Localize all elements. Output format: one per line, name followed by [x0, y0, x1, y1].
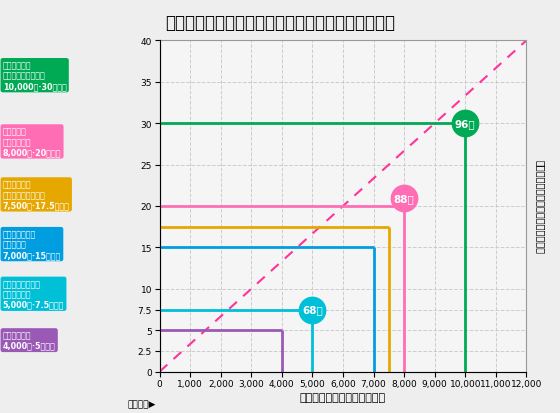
Text: メタボリック
シンドロームの予防
10,000歩·30分以上: メタボリック シンドロームの予防 10,000歩·30分以上 — [3, 61, 67, 91]
Text: うつ病の予防
4,000歩·5分以上: うつ病の予防 4,000歩·5分以上 — [3, 331, 55, 350]
X-axis label: １年間の平均歩数（歩／日）: １年間の平均歩数（歩／日） — [300, 392, 386, 402]
Text: 骨粗しょう症・
がんの予防
7,000歩·15分以上: 骨粗しょう症・ がんの予防 7,000歩·15分以上 — [3, 230, 61, 259]
Text: 認知症・心疾患・
脳卒中の予防
5,000歩·7.5分以上: 認知症・心疾患・ 脳卒中の予防 5,000歩·7.5分以上 — [3, 279, 64, 309]
Text: ロコモティブ
シンドロームの予防
7,500歩·17.5分以上: ロコモティブ シンドロームの予防 7,500歩·17.5分以上 — [3, 180, 69, 210]
Text: 96点: 96点 — [455, 119, 475, 129]
Text: 中之条研究のデータから得られた病気の予防ライン: 中之条研究のデータから得られた病気の予防ライン — [165, 14, 395, 32]
Text: 68点: 68点 — [302, 305, 323, 315]
Y-axis label: １年間の平均速歩き時間（分／日）: １年間の平均速歩き時間（分／日） — [535, 159, 545, 254]
Text: 寝たきり▶: 寝たきり▶ — [128, 400, 156, 409]
Text: 高血圧症・
糖尿病の予防
8,000歩·20分以上: 高血圧症・ 糖尿病の予防 8,000歩·20分以上 — [3, 127, 61, 157]
Text: 88点: 88点 — [394, 193, 414, 203]
